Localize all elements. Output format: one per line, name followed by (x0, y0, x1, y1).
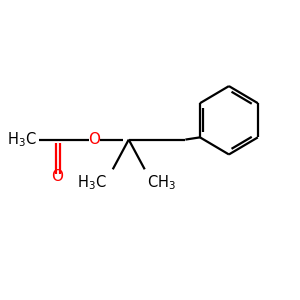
Text: $\mathregular{CH_3}$: $\mathregular{CH_3}$ (147, 174, 176, 193)
Text: $\mathregular{H_3C}$: $\mathregular{H_3C}$ (77, 174, 107, 193)
Text: $\mathregular{H_3C}$: $\mathregular{H_3C}$ (7, 130, 37, 149)
Text: O: O (51, 169, 63, 184)
Text: O: O (88, 132, 101, 147)
